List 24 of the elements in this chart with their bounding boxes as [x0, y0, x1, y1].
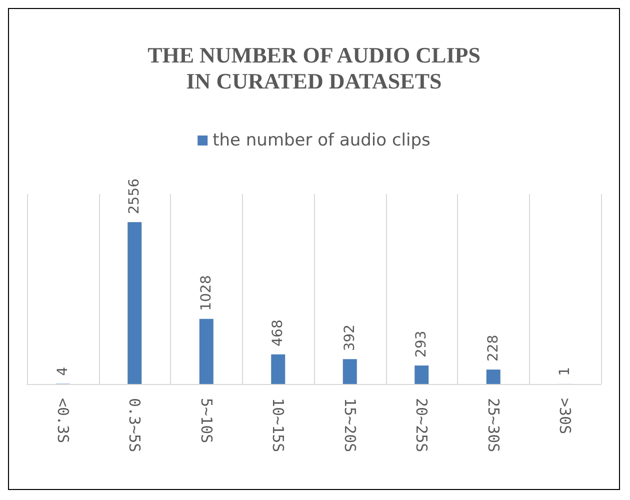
x-tick-label: >30S [556, 398, 574, 434]
x-tick-label: 20~25S [412, 398, 431, 452]
data-label: 468 [270, 320, 286, 346]
bar [486, 370, 500, 384]
data-label: 1028 [198, 275, 214, 311]
bar [414, 365, 429, 384]
x-tick-label: 15~20S [340, 398, 359, 452]
x-tick-label: 0.3~5S [126, 398, 144, 452]
x-tick-label: <0.3S [54, 398, 72, 444]
x-tick-label: 10~15S [269, 398, 288, 452]
x-tick-label: 25~30S [484, 398, 502, 452]
chart-title: THE NUMBER OF AUDIO CLIPS IN CURATED DATASETS [148, 42, 480, 94]
bar [199, 318, 214, 384]
data-label: 293 [414, 330, 430, 358]
data-label: 1 [557, 367, 574, 376]
bar [271, 354, 286, 384]
bar [128, 222, 142, 384]
legend-label: the number of audio clips [212, 130, 431, 150]
data-label: 392 [342, 324, 358, 352]
data-label: 4 [54, 366, 71, 376]
data-label: 2556 [126, 178, 143, 214]
bar [342, 359, 357, 384]
x-tick-label: 5~10S [197, 398, 216, 444]
data-label: 228 [485, 334, 502, 362]
